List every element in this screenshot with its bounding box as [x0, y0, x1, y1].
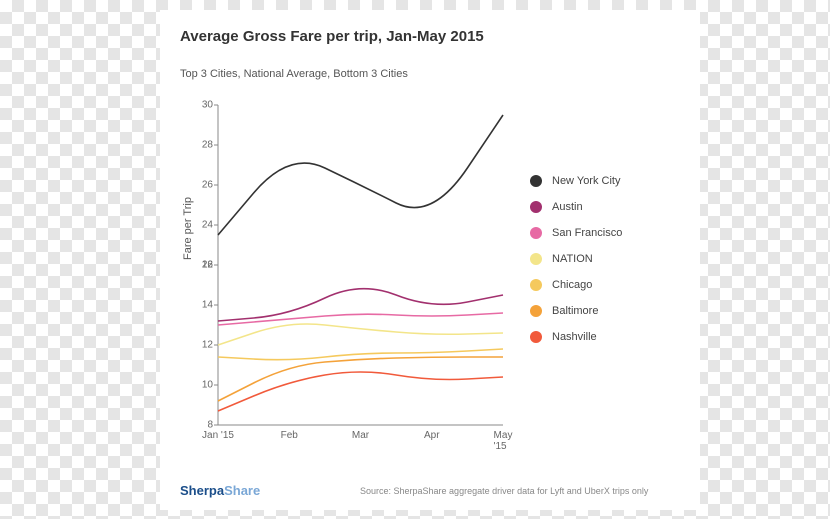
brand-logo: SherpaShare [180, 483, 260, 498]
series-line [218, 372, 503, 411]
series-line [218, 115, 503, 235]
legend: New York City Austin San Francisco NATION Ch… [530, 175, 622, 357]
legend-label: NATION [552, 253, 593, 265]
y-tick-label: 8 [191, 420, 213, 431]
legend-item: Chicago [530, 279, 622, 291]
y-tick-label: 24 [191, 220, 213, 231]
legend-item: NATION [530, 253, 622, 265]
chart-title: Average Gross Fare per trip, Jan-May 201… [180, 28, 484, 45]
legend-swatch [530, 227, 542, 239]
legend-swatch [530, 279, 542, 291]
legend-label: Austin [552, 201, 583, 213]
series-line [218, 313, 503, 325]
legend-item: San Francisco [530, 227, 622, 239]
y-tick-label: 14 [191, 300, 213, 311]
x-tick-label: Feb [281, 430, 298, 441]
series-line [218, 324, 503, 345]
brand-part2: Share [224, 483, 260, 498]
legend-label: Chicago [552, 279, 592, 291]
x-tick-label: May '15 [494, 430, 513, 452]
chart-card: Average Gross Fare per trip, Jan-May 201… [160, 10, 700, 510]
x-tick-label: Mar [352, 430, 369, 441]
y-tick-label: 30 [191, 100, 213, 111]
brand-part1: Sherpa [180, 483, 224, 498]
legend-swatch [530, 331, 542, 343]
y-tick-label: 12 [191, 340, 213, 351]
source-text: Source: SherpaShare aggregate driver dat… [360, 486, 648, 496]
chart-subtitle: Top 3 Cities, National Average, Bottom 3… [180, 68, 408, 80]
plot-area: 8101214162224262830 Jan '15FebMarAprMay … [218, 105, 503, 425]
legend-label: Nashville [552, 331, 597, 343]
legend-item: New York City [530, 175, 622, 187]
legend-swatch [530, 253, 542, 265]
y-tick-label: 10 [191, 380, 213, 391]
legend-swatch [530, 201, 542, 213]
legend-item: Austin [530, 201, 622, 213]
legend-swatch [530, 305, 542, 317]
legend-swatch [530, 175, 542, 187]
y-tick-label: 26 [191, 180, 213, 191]
y-tick-label: 22 [191, 260, 213, 271]
x-tick-label: Apr [424, 430, 440, 441]
legend-label: New York City [552, 175, 620, 187]
legend-item: Baltimore [530, 305, 622, 317]
x-tick-label: Jan '15 [202, 430, 234, 441]
legend-label: San Francisco [552, 227, 622, 239]
legend-label: Baltimore [552, 305, 598, 317]
legend-item: Nashville [530, 331, 622, 343]
series-line [218, 349, 503, 360]
y-tick-label: 28 [191, 140, 213, 151]
